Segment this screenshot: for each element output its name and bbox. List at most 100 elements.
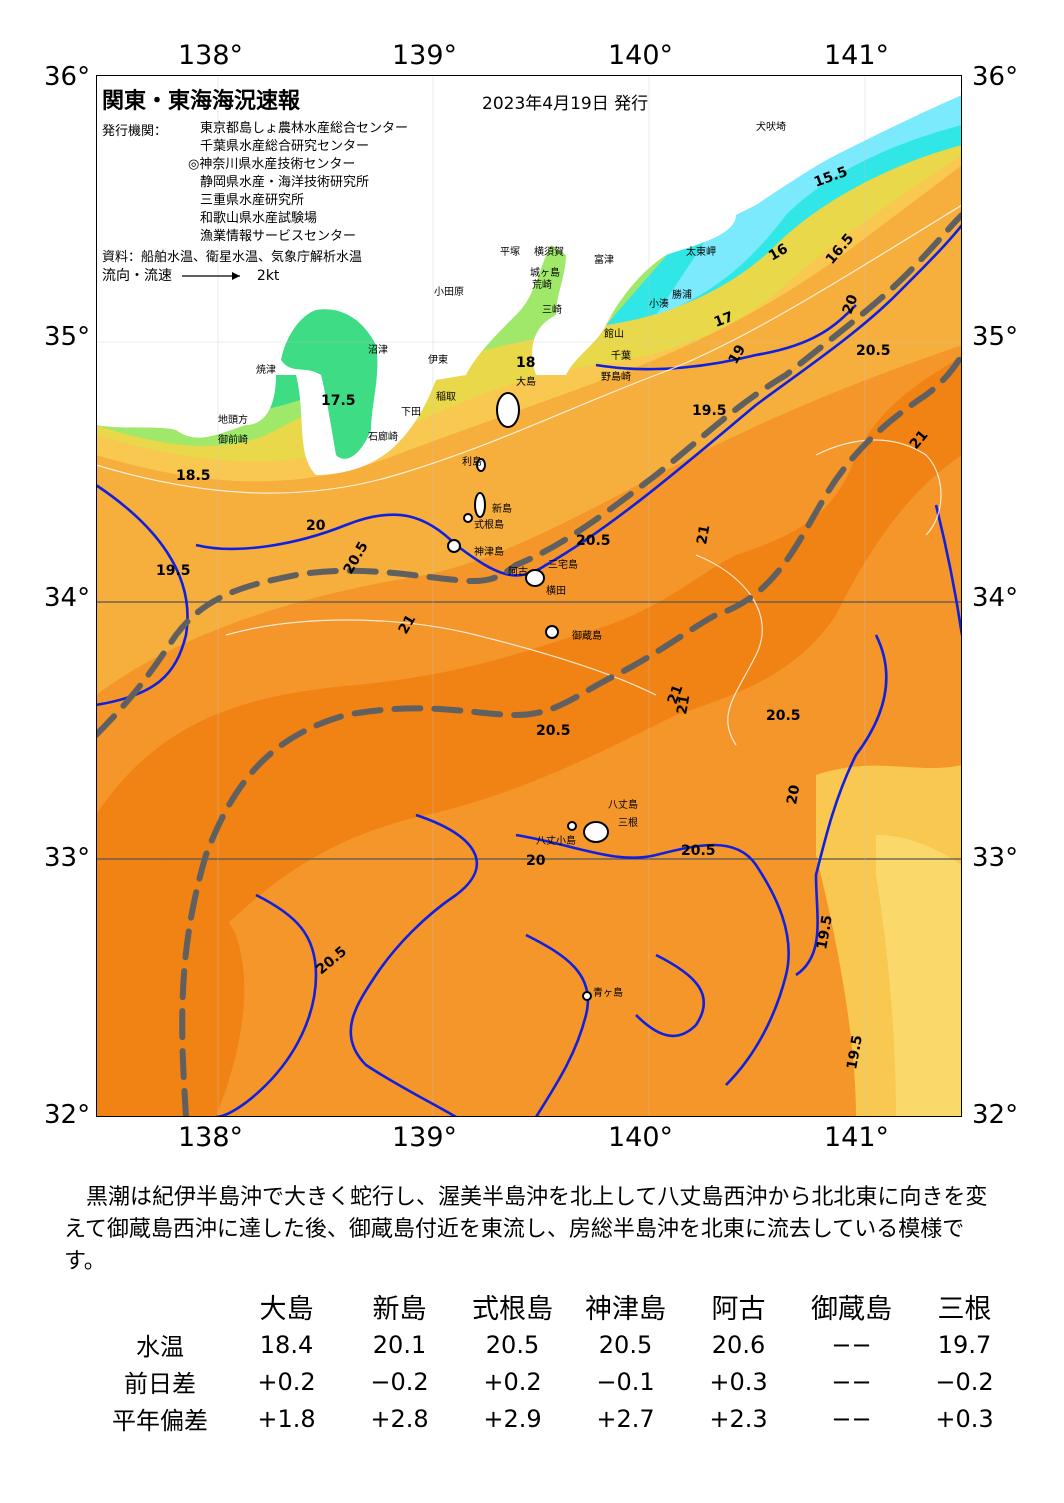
- table-cell: +0.2: [483, 1367, 542, 1396]
- summary-text: 黒潮は紀伊半島沖で大きく蛇行し、渥美半島沖を北上して八丈島西沖から北北東に向きを…: [64, 1185, 988, 1274]
- lat-label-right-34: 34°: [972, 583, 1019, 613]
- iso-label: 21: [694, 524, 713, 546]
- iso-label: 20: [526, 853, 546, 869]
- column-header: 三根: [937, 1294, 992, 1325]
- table-corner: [90, 1287, 230, 1326]
- issuer-item: 和歌山県水産試験場: [200, 211, 318, 226]
- water-temperature-table: 大島 新島 式根島 神津島 阿古 御蔵島 三根 水温 18.4 20.1 20.…: [90, 1287, 1021, 1437]
- place-label: 青ヶ島: [593, 986, 623, 999]
- sea-temperature-map: 15.5 16 16.5 17 17.5 18 18.5 19 19.5 20 …: [96, 75, 962, 1117]
- lat-label-left-34: 34°: [44, 583, 91, 613]
- island-miyakejima: [525, 569, 545, 587]
- place-label: 横須賀: [534, 245, 564, 258]
- lon-label-top-138: 138°: [178, 40, 244, 71]
- table-cell: 20.5: [598, 1330, 653, 1359]
- issuer-item: 三重県水産研究所: [200, 193, 305, 208]
- table-row: 平年偏差 +1.8 +2.8 +2.9 +2.7 +2.3 −− +0.3: [90, 1400, 1021, 1437]
- iso-label: 17.5: [321, 393, 356, 409]
- column-header: 式根島: [472, 1294, 553, 1325]
- lat-label-right-33: 33°: [972, 843, 1019, 873]
- iso-label: 20.5: [681, 843, 716, 859]
- place-label: 野島崎: [601, 370, 631, 383]
- place-label: 平塚: [500, 246, 520, 258]
- iso-label: 18.5: [176, 468, 211, 484]
- legend-label: 流向・流速: [102, 268, 172, 284]
- iso-label: 20: [784, 783, 803, 805]
- lon-label-bottom-141: 141°: [824, 1122, 890, 1153]
- kuroshio-axis: [96, 212, 962, 1117]
- lat-label-left-32: 32°: [44, 1100, 91, 1130]
- iso-label: 20.5: [576, 533, 611, 549]
- place-label: 太東岬: [686, 245, 716, 258]
- place-labels: 犬吠埼 太東岬 勝浦 小湊 館山 千葉 野島崎 富津 横須賀 城ヶ島 平塚 荒崎…: [218, 120, 786, 999]
- place-label: 犬吠埼: [756, 120, 786, 133]
- place-label: 式根島: [474, 518, 504, 531]
- issuer-item: ◎神奈川県水産技術センター: [188, 157, 356, 172]
- place-label: 千葉: [611, 349, 631, 362]
- column-header: 阿古: [711, 1294, 766, 1325]
- lon-label-top-140: 140°: [608, 40, 674, 71]
- table-cell: +1.8: [257, 1404, 316, 1433]
- table-cell: +0.2: [257, 1367, 316, 1396]
- island-hachijokojima: [567, 821, 577, 831]
- table-cell: 18.4: [259, 1330, 314, 1359]
- table-row: 前日差 +0.2 −0.2 +0.2 −0.1 +0.3 −− −0.2: [90, 1363, 1021, 1400]
- column-header: 神津島: [585, 1294, 666, 1325]
- lon-label-bottom-140: 140°: [608, 1122, 674, 1153]
- place-label: 八丈小島: [536, 834, 576, 847]
- table-cell: +2.7: [596, 1404, 655, 1433]
- table-cell: −0.2: [370, 1367, 429, 1396]
- iso-label: 20.5: [856, 343, 891, 359]
- place-label: 新島: [492, 502, 512, 515]
- table-cell: −−: [831, 1330, 872, 1359]
- table-header-row: 大島 新島 式根島 神津島 阿古 御蔵島 三根: [90, 1287, 1021, 1326]
- legend: 流向・流速 2kt: [102, 265, 279, 285]
- island-niijima: [474, 492, 486, 518]
- lat-label-left-33: 33°: [44, 843, 91, 873]
- place-label: 沼津: [368, 343, 388, 356]
- row-header: 平年偏差: [112, 1407, 208, 1435]
- iso-label: 19.5: [156, 563, 191, 579]
- land-honshu: [96, 75, 962, 475]
- grid-major: [96, 601, 962, 860]
- place-label: 焼津: [256, 364, 276, 376]
- table-cell: 20.1: [372, 1330, 427, 1359]
- lat-label-right-32: 32°: [972, 1100, 1019, 1130]
- water-zone-21-sw: [96, 835, 245, 1117]
- isotherm-lines: [96, 224, 962, 1117]
- place-label: 御蔵島: [572, 629, 602, 642]
- table-cell: 19.7: [937, 1330, 992, 1359]
- issuer-list: 東京都島しょ農林水産総合センター 千葉県水産総合研究センター ◎神奈川県水産技術…: [188, 120, 408, 246]
- issue-date: 2023年4月19日 発行: [482, 94, 649, 114]
- data-source: 資料：船舶水温、衛星水温、気象庁解析水温: [102, 250, 363, 265]
- iso-label: 20.5: [536, 723, 571, 739]
- table-cell: −0.2: [935, 1367, 994, 1396]
- place-label: 三根: [618, 816, 638, 829]
- water-zone-19-east: [876, 835, 962, 1117]
- table-cell: 20.6: [711, 1330, 766, 1359]
- place-label: 八丈島: [608, 798, 638, 811]
- table-cell: +0.3: [709, 1367, 768, 1396]
- place-label: 富津: [594, 253, 614, 266]
- issuer-item: 漁業情報サービスセンター: [200, 229, 357, 244]
- legend-speed: 2kt: [256, 268, 280, 284]
- place-label: 荒崎: [532, 278, 552, 291]
- lat-label-left-35: 35°: [44, 322, 91, 352]
- island-oshima: [496, 392, 520, 428]
- iso-label: 21: [674, 694, 693, 716]
- column-header: 大島: [259, 1294, 314, 1325]
- lat-label-right-35: 35°: [972, 322, 1019, 352]
- row-header: 前日差: [124, 1370, 196, 1398]
- column-header: 新島: [372, 1294, 427, 1325]
- table-row: 水温 18.4 20.1 20.5 20.5 20.6 −− 19.7: [90, 1326, 1021, 1363]
- legend-arrow-icon: [182, 272, 241, 280]
- place-label: 下田: [401, 407, 421, 418]
- place-label: 三宅島: [548, 558, 578, 571]
- isotherm-thin-lines: [96, 204, 962, 746]
- place-label: 館山: [604, 327, 624, 340]
- place-label: 伊東: [428, 353, 448, 366]
- row-header: 水温: [136, 1333, 184, 1361]
- issuer-item: 千葉県水産総合研究センター: [200, 139, 370, 154]
- place-label: 阿古: [508, 565, 528, 578]
- map-canvas: 15.5 16 16.5 17 17.5 18 18.5 19 19.5 20 …: [96, 75, 962, 1117]
